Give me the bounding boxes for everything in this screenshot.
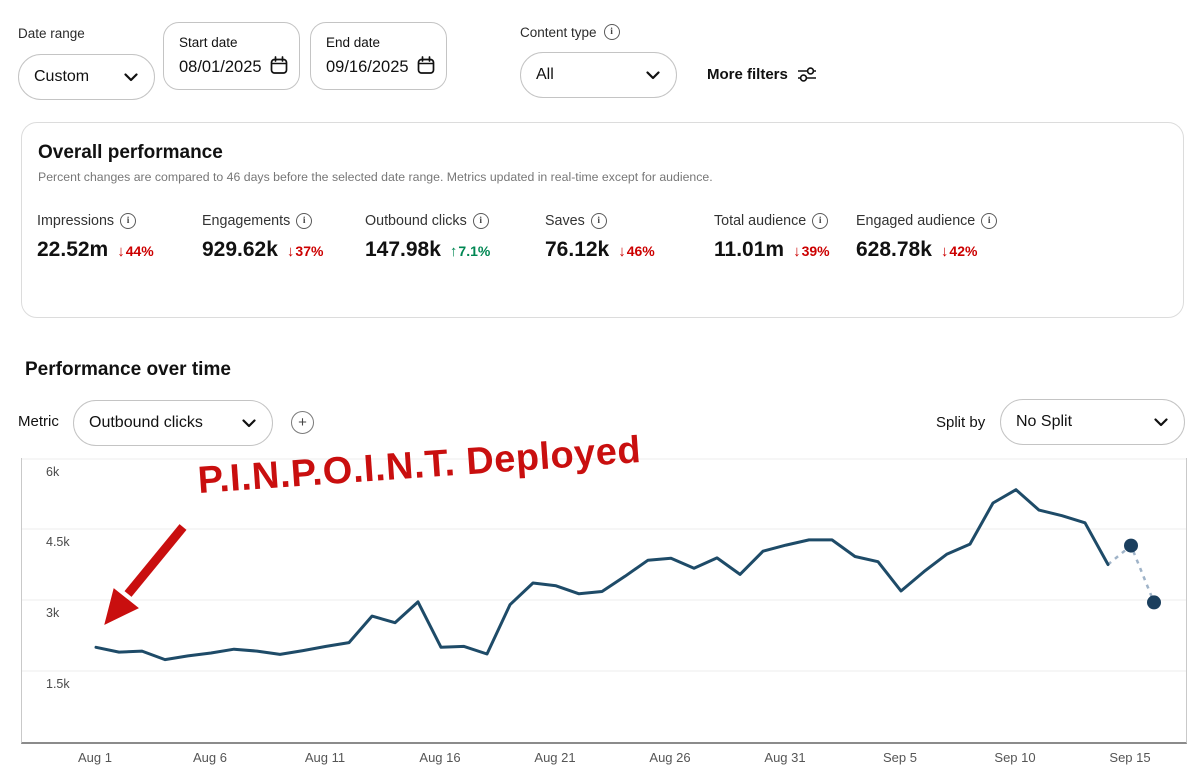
overall-performance-card: Overall performance Percent changes are … [21,122,1184,318]
content-type-label: Content type i [520,24,620,40]
metric-delta: ↓42% [940,243,978,260]
split-by-value: No Split [1016,413,1073,430]
y-axis-label: 4.5k [46,535,70,549]
date-range-value: Custom [34,68,90,85]
metric-saves: Saves i 76.12k ↓46% [545,213,655,262]
performance-chart: 1.5k 3k 4.5k 6k P.I.N.P.O.I.N.T. Deployed [21,429,1187,744]
metric-engaged-audience: Engaged audience i 628.78k ↓42% [856,213,998,262]
start-date-label: Start date [179,35,238,50]
estimated-segment [1107,543,1156,603]
x-axis-label: Aug 16 [419,750,461,765]
split-by-select[interactable]: No Split [1000,399,1185,445]
metric-label: Engagements [202,213,291,229]
metric-value: 929.62k [202,238,278,261]
estimated-point [1147,595,1161,610]
date-range-label-text: Date range [18,26,85,41]
metric-label: Total audience [714,213,807,229]
content-type-select[interactable]: All [520,52,677,98]
x-axis-label: Aug 11 [304,750,346,765]
metric-value: 628.78k [856,238,932,261]
y-axis-label: 6k [46,465,60,479]
metric-select-value: Outbound clicks [89,414,203,431]
card-subtitle: Percent changes are compared to 46 days … [38,170,713,184]
y-axis-label: 3k [46,606,60,620]
metric-select-label: Metric [18,413,59,430]
arrow-down-icon: ↓ [117,243,125,260]
metric-line [94,488,1110,662]
info-icon[interactable]: i [120,213,137,229]
metric-delta: ↓39% [793,243,830,260]
metric-value: 22.52m [37,238,109,261]
content-type-label-text: Content type [520,24,597,40]
chevron-down-icon [124,72,138,81]
metric-value: 76.12k [545,238,610,261]
metric-delta: ↓37% [286,243,324,260]
metric-label: Impressions [37,213,115,229]
x-axis-label: Aug 1 [78,750,112,765]
metric-delta: ↓46% [618,243,655,260]
metric-engagements: Engagements i 929.62k ↓37% [202,213,323,262]
info-icon[interactable]: i [981,213,998,229]
metric-value: 147.98k [365,238,441,261]
more-filters-label: More filters [707,66,788,83]
estimated-point [1124,538,1138,553]
tune-sliders-icon [797,67,816,82]
chevron-down-icon [646,70,660,79]
x-axis: Aug 1 Aug 6 Aug 11 Aug 16 Aug 21 Aug 26 Aug 31… [21,750,1185,772]
metric-label: Engaged audience [856,213,976,229]
end-date-label: End date [326,35,381,50]
info-icon[interactable]: i [812,213,829,229]
metric-select[interactable]: Outbound clicks [73,400,273,446]
date-range-select[interactable]: Custom [18,54,155,100]
chart-surface[interactable]: 1.5k 3k 4.5k 6k [22,458,1186,742]
card-title: Overall performance [38,142,223,163]
metric-delta: ↑7.1% [449,243,491,260]
chevron-down-icon [1154,417,1168,426]
arrow-up-icon: ↑ [449,243,458,260]
info-icon[interactable]: i [296,213,313,229]
start-date-field[interactable]: Start date 08/01/2025 [163,22,300,90]
calendar-icon [270,56,288,74]
arrow-down-icon: ↓ [793,243,801,260]
y-axis-label: 1.5k [46,677,70,691]
metric-delta: ↓44% [117,243,154,260]
info-icon[interactable]: i [472,213,489,229]
x-axis-label: Aug 21 [534,750,576,765]
metric-impressions: Impressions i 22.52m ↓44% [37,213,154,262]
start-date-value: 08/01/2025 [179,58,262,76]
arrow-down-icon: ↓ [940,243,949,260]
split-by-label: Split by [936,414,986,431]
end-date-value: 09/16/2025 [326,58,409,76]
metric-outbound-clicks: Outbound clicks i 147.98k ↑7.1% [365,213,490,262]
date-range-label: Date range [18,26,85,41]
x-axis-label: Aug 31 [764,750,806,765]
section-title: Performance over time [25,359,231,380]
annotation-arrow [104,524,187,625]
add-metric-button[interactable]: + [291,411,314,434]
x-axis-label: Aug 26 [649,750,691,765]
arrow-down-icon: ↓ [618,243,626,260]
x-axis-label: Sep 5 [883,750,917,765]
more-filters-button[interactable]: More filters [707,66,817,83]
arrow-down-icon: ↓ [286,243,295,260]
end-date-field[interactable]: End date 09/16/2025 [310,22,447,90]
x-axis-label: Sep 15 [1109,750,1151,765]
calendar-icon [417,56,435,74]
metric-value: 11.01m [714,238,785,261]
x-axis-label: Aug 6 [193,750,227,765]
info-icon[interactable]: i [603,24,620,40]
info-icon[interactable]: i [590,213,607,229]
metric-label: Saves [545,213,585,229]
content-type-value: All [536,66,554,83]
x-axis-label: Sep 10 [994,750,1036,765]
metric-label: Outbound clicks [365,213,467,229]
metric-total-audience: Total audience i 11.01m ↓39% [714,213,830,262]
chevron-down-icon [242,418,256,427]
